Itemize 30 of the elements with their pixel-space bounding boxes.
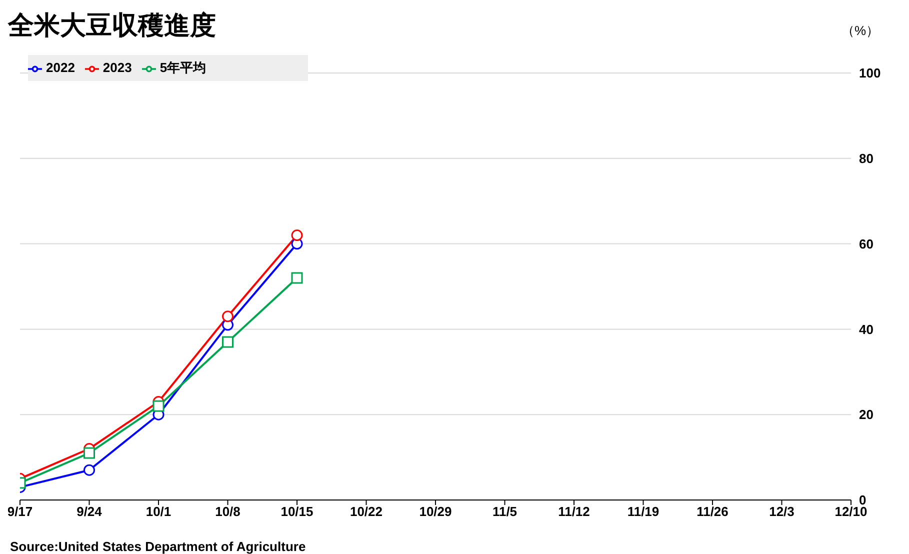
x-tick-label: 11/19	[627, 504, 660, 520]
y-tick-label: 80	[859, 151, 874, 166]
point	[222, 336, 234, 348]
x-tick-label: 11/26	[696, 504, 728, 520]
legend-label: 2022	[46, 60, 75, 75]
point	[84, 447, 95, 459]
point	[291, 230, 303, 242]
y-axis-title: （%）	[841, 22, 879, 40]
x-tick-label: 10/22	[350, 504, 383, 520]
point	[222, 310, 234, 322]
y-tick-label: 100	[859, 66, 881, 81]
legend-label: 5年平均	[160, 60, 206, 75]
x-tick-label: 12/3	[769, 504, 794, 520]
y-tick-label: 60	[859, 236, 874, 252]
y-tick-label: 20	[859, 407, 874, 422]
point	[291, 272, 303, 284]
x-tick-label: 11/12	[558, 504, 590, 520]
x-tick-label: 9/24	[76, 504, 103, 520]
legend-label: 2023	[102, 60, 132, 75]
x-tick-label: 10/1	[146, 504, 172, 520]
x-tick-label: 10/15	[280, 504, 314, 520]
y-tick-label: 40	[859, 322, 874, 337]
x-tick-label: 11/5	[492, 504, 518, 520]
point	[84, 464, 95, 476]
point	[152, 400, 164, 412]
x-tick-label: 10/8	[215, 504, 240, 520]
x-tick-label: 10/29	[419, 504, 452, 520]
chart-title: 全米大豆収穫進度	[8, 9, 216, 42]
x-tick-label: 9/17	[7, 504, 33, 520]
source-note: Source:United States Department of Agriculture	[10, 539, 306, 554]
